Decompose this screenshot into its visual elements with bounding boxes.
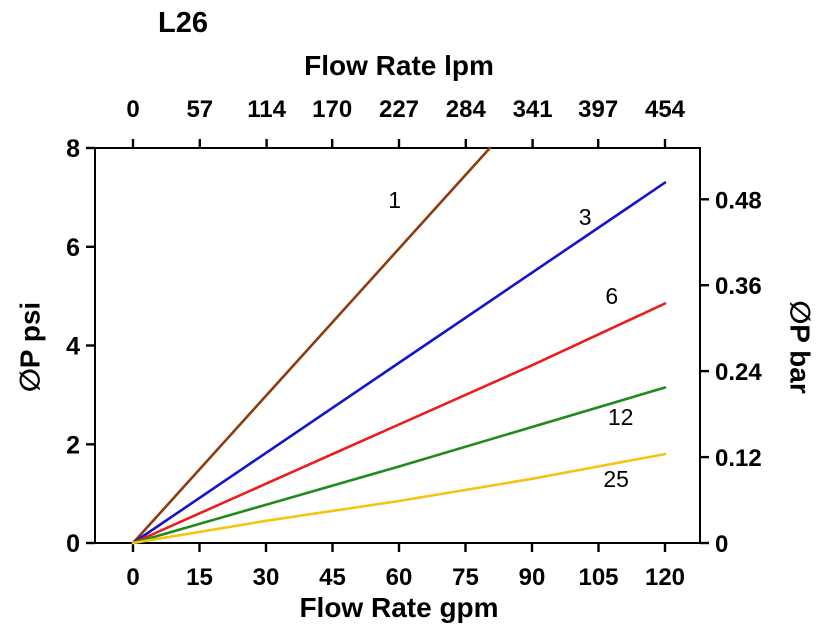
right-axis-tick-label: 0.48 (715, 187, 762, 214)
bottom-axis-tick-label: 105 (578, 564, 618, 591)
bottom-axis-tick-label: 15 (186, 564, 213, 591)
series-label-6: 6 (605, 283, 618, 309)
left-axis-tick-label: 6 (66, 234, 80, 262)
bottom-axis-tick-label: 75 (452, 564, 479, 591)
top-axis-tick-label: 170 (312, 96, 352, 123)
series-label-12: 12 (608, 404, 634, 430)
series-line-12 (131, 386, 667, 545)
top-axis-tick-label: 397 (578, 96, 618, 123)
left-axis-tick-label: 2 (66, 431, 80, 459)
right-axis-tick-label: 0.12 (715, 445, 762, 472)
top-axis-tick-label: 57 (186, 96, 213, 123)
right-axis-tick-label: 0.24 (715, 359, 762, 386)
bottom-axis-title: Flow Rate gpm (299, 592, 499, 623)
top-axis-tick-label: 227 (379, 96, 419, 123)
right-axis-tick-label: 0 (715, 531, 728, 558)
left-axis-tick-label: 4 (66, 333, 80, 361)
bottom-axis-tick-label: 0 (126, 564, 139, 591)
series-line-1 (131, 146, 492, 545)
bottom-axis-tick-label: 45 (319, 564, 346, 591)
bottom-axis-tick-label: 60 (386, 564, 413, 591)
left-axis-tick-label: 8 (66, 135, 80, 163)
left-axis-title: ∅P psi (14, 301, 46, 393)
top-axis-tick-label: 454 (645, 96, 686, 123)
series-line-6 (131, 302, 667, 545)
top-axis-tick-label: 284 (446, 96, 487, 123)
bottom-axis-tick-label: 30 (253, 564, 280, 591)
right-axis-title: ∅P bar (784, 300, 816, 394)
bottom-axis-tick-label: 90 (519, 564, 546, 591)
right-axis-tick-label: 0.36 (715, 273, 762, 300)
series-label-1: 1 (388, 187, 401, 213)
top-axis-tick-label: 0 (126, 96, 139, 123)
chart-title: L26 (158, 7, 208, 39)
left-axis-tick-label: 0 (66, 530, 80, 558)
top-axis-title: Flow Rate lpm (304, 50, 494, 81)
bottom-axis-tick-label: 120 (645, 564, 685, 591)
top-axis-tick-label: 341 (513, 96, 553, 123)
series-label-3: 3 (579, 204, 592, 230)
series-line-25 (131, 452, 667, 545)
series-line-3 (131, 181, 667, 545)
top-axis-tick-label: 114 (247, 96, 286, 123)
series-label-25: 25 (603, 466, 629, 492)
